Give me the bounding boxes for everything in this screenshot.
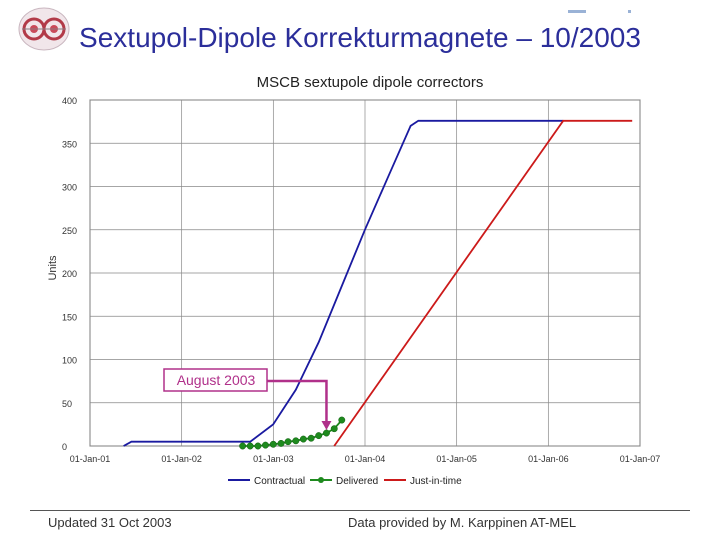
footer-updated: Updated 31 Oct 2003 xyxy=(48,515,172,530)
x-tick-label: 01-Jan-07 xyxy=(620,454,661,464)
x-tick-label: 01-Jan-02 xyxy=(161,454,202,464)
y-tick-label: 150 xyxy=(62,312,77,322)
delivered-point xyxy=(307,434,315,442)
x-tick-label: 01-Jan-05 xyxy=(436,454,477,464)
delivered-point xyxy=(284,438,292,446)
x-tick-label: 01-Jan-03 xyxy=(253,454,294,464)
annotation-text: August 2003 xyxy=(177,372,256,388)
y-tick-label: 300 xyxy=(62,183,77,193)
x-tick-label: 01-Jan-04 xyxy=(345,454,386,464)
corner-decoration-dot xyxy=(628,10,631,13)
annotation-arrow-line xyxy=(267,379,328,424)
legend-label: Just-in-time xyxy=(410,476,462,487)
footer-credit: Data provided by M. Karppinen AT-MEL xyxy=(348,515,577,530)
delivered-point xyxy=(269,440,277,448)
delivered-point xyxy=(254,442,262,450)
x-tick-label: 01-Jan-01 xyxy=(70,454,111,464)
y-tick-label: 250 xyxy=(62,226,77,236)
delivered-point xyxy=(292,437,300,445)
series-line-contractual xyxy=(123,119,564,447)
legend-marker xyxy=(318,477,324,483)
footer-divider xyxy=(30,510,690,511)
corner-decoration xyxy=(568,10,586,13)
delivered-point xyxy=(330,425,338,433)
delivered-point xyxy=(323,429,330,437)
y-tick-label: 200 xyxy=(62,269,77,279)
y-tick-label: 400 xyxy=(62,96,77,106)
delivered-point xyxy=(262,441,269,449)
delivered-point xyxy=(299,435,307,443)
legend-label: Contractual xyxy=(254,476,305,487)
delivered-point xyxy=(239,442,247,450)
chart-title: MSCB sextupole dipole correctors xyxy=(257,74,484,91)
y-tick-label: 350 xyxy=(62,139,77,149)
legend-label: Delivered xyxy=(336,476,378,487)
series-line-just-in-time xyxy=(333,119,633,447)
slide-title: Sextupol-Dipole Korrekturmagnete – 10/20… xyxy=(79,22,641,53)
delivered-point xyxy=(315,432,323,440)
y-tick-label: 100 xyxy=(62,356,77,366)
y-axis-label: Units xyxy=(47,255,59,281)
institute-logo xyxy=(18,6,70,52)
delivered-point xyxy=(338,416,346,424)
y-tick-label: 0 xyxy=(62,442,67,452)
y-tick-label: 50 xyxy=(62,399,72,409)
delivered-point xyxy=(277,439,285,447)
annotation-arrowhead xyxy=(321,421,332,431)
delivered-point xyxy=(246,442,254,450)
x-tick-label: 01-Jan-06 xyxy=(528,454,569,464)
